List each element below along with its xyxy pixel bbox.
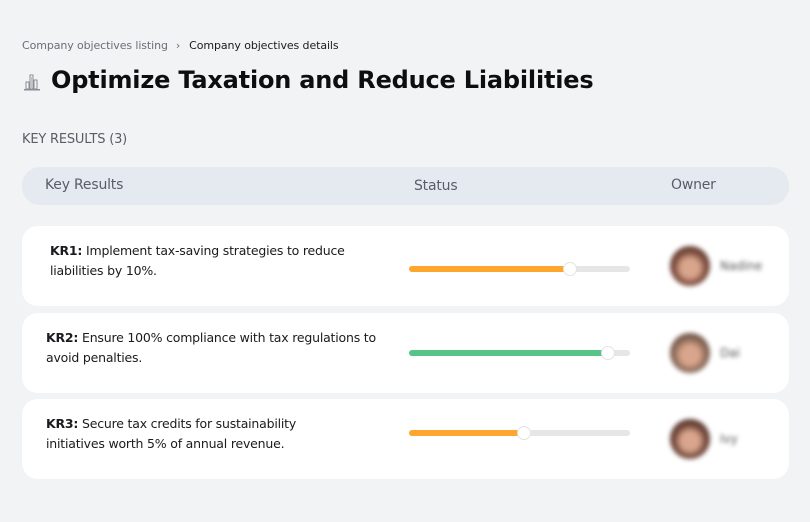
progress-fill <box>409 430 524 436</box>
column-header-owner: Owner <box>671 177 716 193</box>
breadcrumb-current: Company objectives details <box>189 39 339 52</box>
key-result-description: KR1: Implement tax-saving strategies to … <box>50 241 390 281</box>
avatar <box>670 333 710 373</box>
avatar <box>670 419 710 459</box>
owner[interactable]: Nadine <box>670 246 762 286</box>
page-title: Optimize Taxation and Reduce Liabilities <box>51 66 594 94</box>
owner-name: Ivy <box>720 432 738 446</box>
objective-header: Optimize Taxation and Reduce Liabilities <box>22 66 594 94</box>
progress-bar <box>409 347 630 359</box>
key-result-row[interactable]: KR2: Ensure 100% compliance with tax reg… <box>22 313 789 393</box>
owner[interactable]: Ivy <box>670 419 738 459</box>
key-result-text: Implement tax-saving strategies to reduc… <box>50 243 345 278</box>
progress-handle[interactable] <box>564 263 577 275</box>
progress-bar <box>409 263 630 275</box>
progress-handle[interactable] <box>601 347 614 359</box>
key-result-description: KR3: Secure tax credits for sustainabili… <box>46 414 346 454</box>
chevron-right-icon: › <box>175 39 181 52</box>
owner[interactable]: Dai <box>670 333 740 373</box>
progress-fill <box>409 350 608 356</box>
column-header-status: Status <box>414 178 458 194</box>
cityscape-icon <box>24 74 40 91</box>
avatar <box>670 246 710 286</box>
owner-name: Nadine <box>720 259 763 273</box>
key-result-id: KR1: <box>50 243 83 258</box>
owner-name: Dai <box>720 346 740 360</box>
column-header-key-results: Key Results <box>45 177 124 193</box>
key-result-id: KR2: <box>46 330 79 345</box>
key-result-row[interactable]: KR3: Secure tax credits for sustainabili… <box>22 399 789 479</box>
breadcrumb-link-objectives-listing[interactable]: Company objectives listing <box>22 39 168 52</box>
key-result-row[interactable]: KR1: Implement tax-saving strategies to … <box>22 226 789 306</box>
key-results-count-label: KEY RESULTS (3) <box>22 132 128 147</box>
key-result-id: KR3: <box>46 416 79 431</box>
progress-bar <box>409 427 630 439</box>
key-result-text: Secure tax credits for sustainability in… <box>46 416 297 451</box>
key-result-text: Ensure 100% compliance with tax regulati… <box>46 330 376 365</box>
key-result-description: KR2: Ensure 100% compliance with tax reg… <box>46 328 396 368</box>
progress-fill <box>409 266 571 272</box>
progress-handle[interactable] <box>517 427 530 439</box>
key-results-table-header: Key Results Status Owner <box>22 167 789 205</box>
breadcrumb: Company objectives listing › Company obj… <box>22 39 339 52</box>
